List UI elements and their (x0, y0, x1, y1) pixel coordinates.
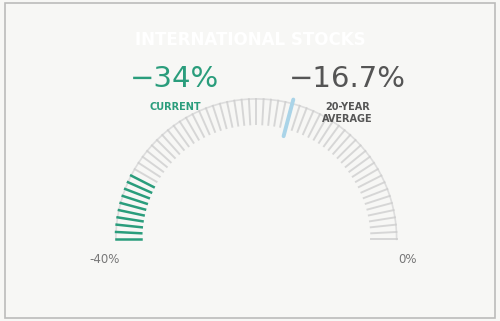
Text: −34%: −34% (130, 65, 220, 93)
Text: CURRENT: CURRENT (149, 102, 201, 112)
Text: 20-YEAR: 20-YEAR (325, 102, 370, 112)
Text: INTERNATIONAL STOCKS: INTERNATIONAL STOCKS (134, 31, 366, 49)
Text: −16.7%: −16.7% (289, 65, 406, 93)
Text: -40%: -40% (90, 253, 120, 266)
Text: AVERAGE: AVERAGE (322, 114, 373, 124)
Text: 0%: 0% (398, 253, 417, 266)
